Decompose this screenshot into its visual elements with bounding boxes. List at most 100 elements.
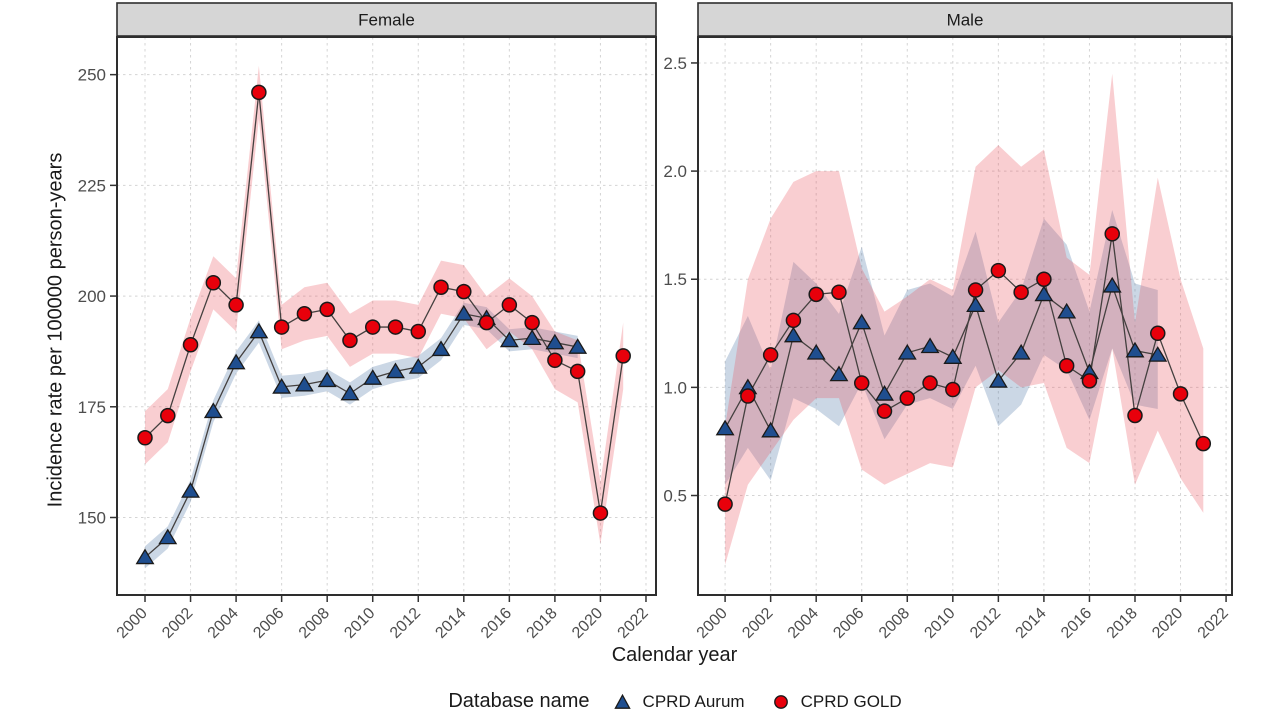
facet-strip xyxy=(116,2,657,37)
gold-data-point-marker xyxy=(456,283,472,300)
aurum-data-point-marker xyxy=(272,377,292,394)
x-axis-tick-label: 2008 xyxy=(296,605,333,642)
legend-label-cprd-gold: CPRD GOLD xyxy=(800,691,902,711)
aurum-data-point-marker xyxy=(1125,341,1145,358)
aurum-data-point-marker xyxy=(203,402,223,419)
gold-data-point-marker xyxy=(1058,357,1075,374)
y-axis-tick-label: 250 xyxy=(78,66,106,85)
x-axis-tick-label: 2004 xyxy=(785,605,822,642)
x-axis-tick-label: 2008 xyxy=(876,605,913,642)
gold-data-point-marker xyxy=(182,337,199,353)
legend-gold-circle-icon xyxy=(773,694,788,709)
aurum-data-point-marker xyxy=(852,313,872,330)
gold-data-point-marker xyxy=(1127,407,1143,424)
legend-title: Database name xyxy=(448,690,590,712)
aurum-data-point-marker xyxy=(875,384,894,401)
aurum-data-point-marker xyxy=(1034,285,1054,302)
aurum-data-point-marker xyxy=(897,343,917,360)
aurum-data-point-marker xyxy=(294,375,314,392)
aurum-data-point-marker xyxy=(1148,346,1168,362)
aurum-data-point-marker xyxy=(829,365,849,382)
legend: Database name CPRD Aurum CPRD GOLD xyxy=(42,690,1280,713)
panel-border xyxy=(116,36,657,596)
gold-data-point-marker xyxy=(1172,386,1189,402)
gold-data-point-marker xyxy=(990,262,1007,279)
aurum-data-point-marker xyxy=(499,331,519,348)
legend-item-cprd-aurum: CPRD Aurum xyxy=(613,691,745,712)
aurum-data-point-marker xyxy=(568,338,588,354)
gold-data-point-marker xyxy=(205,275,222,291)
gold-data-point-marker xyxy=(808,286,824,303)
x-axis-tick-label: 2022 xyxy=(615,605,652,642)
gold-data-point-marker xyxy=(831,284,847,300)
gold-data-point-marker xyxy=(228,297,244,313)
y-axis-tick-label: 2.0 xyxy=(663,162,687,181)
gold-data-point-marker xyxy=(319,301,335,318)
y-axis-title: Incidence rate per 100000 person-years xyxy=(44,152,67,508)
gold-data-point-marker xyxy=(547,352,563,369)
aurum-data-point-marker xyxy=(249,322,269,339)
aurum-data-point-marker xyxy=(522,329,542,345)
gold-data-point-marker xyxy=(922,375,938,391)
gold-data-point-marker xyxy=(876,403,893,419)
x-axis-tick-label: 2010 xyxy=(341,605,378,642)
gold-data-point-marker xyxy=(1013,284,1029,300)
y-axis-tick-label: 0.5 xyxy=(663,487,687,506)
gold-confidence-ribbon xyxy=(145,65,624,545)
gold-data-point-marker xyxy=(364,319,381,335)
gold-data-point-marker xyxy=(433,279,449,295)
aurum-data-point-marker xyxy=(1011,343,1031,360)
x-axis-tick-label: 2020 xyxy=(569,605,606,642)
aurum-data-point-marker xyxy=(317,371,337,388)
gold-data-point-marker xyxy=(615,348,631,364)
aurum-data-point-marker xyxy=(135,548,155,565)
gold-data-point-marker xyxy=(160,407,176,424)
y-axis-tick-label: 150 xyxy=(78,509,106,528)
x-axis-tick-label: 2000 xyxy=(694,605,731,642)
x-axis-tick-label: 2010 xyxy=(921,605,958,642)
aurum-data-point-marker xyxy=(943,348,963,364)
legend-item-cprd-gold: CPRD GOLD xyxy=(773,692,902,712)
aurum-data-point-marker xyxy=(181,482,201,498)
gold-data-point-marker xyxy=(273,319,290,335)
gold-data-point-marker xyxy=(501,297,518,313)
panel-background xyxy=(117,37,656,595)
gold-data-point-marker xyxy=(342,332,358,349)
gold-data-point-marker xyxy=(1150,325,1166,342)
aurum-data-point-marker xyxy=(1102,276,1122,293)
facet-strip-label: Female xyxy=(358,11,415,30)
aurum-data-point-marker xyxy=(783,326,803,343)
gold-data-point-marker xyxy=(717,496,733,512)
y-axis-tick-label: 2.5 xyxy=(663,54,687,73)
panel-border xyxy=(697,36,1233,596)
gold-data-point-marker xyxy=(1036,271,1052,287)
aurum-data-point-marker xyxy=(806,343,826,360)
aurum-data-point-marker xyxy=(545,333,565,350)
x-axis-tick-label: 2022 xyxy=(1195,605,1232,642)
gold-data-point-marker xyxy=(785,312,802,329)
aurum-data-point-marker xyxy=(408,358,428,374)
aurum-data-point-marker xyxy=(363,369,383,385)
y-axis-tick-label: 1.5 xyxy=(663,270,687,289)
gold-data-point-marker xyxy=(740,388,756,404)
aurum-data-point-marker xyxy=(226,353,246,370)
aurum-data-point-marker xyxy=(988,372,1008,388)
x-axis-tick-label: 2006 xyxy=(250,605,287,642)
aurum-data-point-marker xyxy=(1057,302,1077,319)
x-axis-title: Calendar year xyxy=(611,644,738,666)
x-axis-tick-label: 2002 xyxy=(159,605,196,642)
y-axis-tick-label: 175 xyxy=(78,398,106,417)
x-axis-tick-label: 2018 xyxy=(1104,605,1141,642)
gold-data-point-marker xyxy=(762,347,779,363)
legend-label-cprd-aurum: CPRD Aurum xyxy=(642,691,745,711)
gold-series-line xyxy=(144,92,624,514)
gold-data-point-marker xyxy=(478,314,495,331)
aurum-data-point-marker xyxy=(920,337,940,354)
x-axis-tick-label: 2012 xyxy=(967,605,1004,642)
x-axis-tick-label: 2000 xyxy=(114,605,151,642)
y-axis-tick-label: 200 xyxy=(78,287,106,306)
x-axis-tick-label: 2014 xyxy=(432,605,469,642)
gold-data-point-marker xyxy=(1104,226,1120,242)
